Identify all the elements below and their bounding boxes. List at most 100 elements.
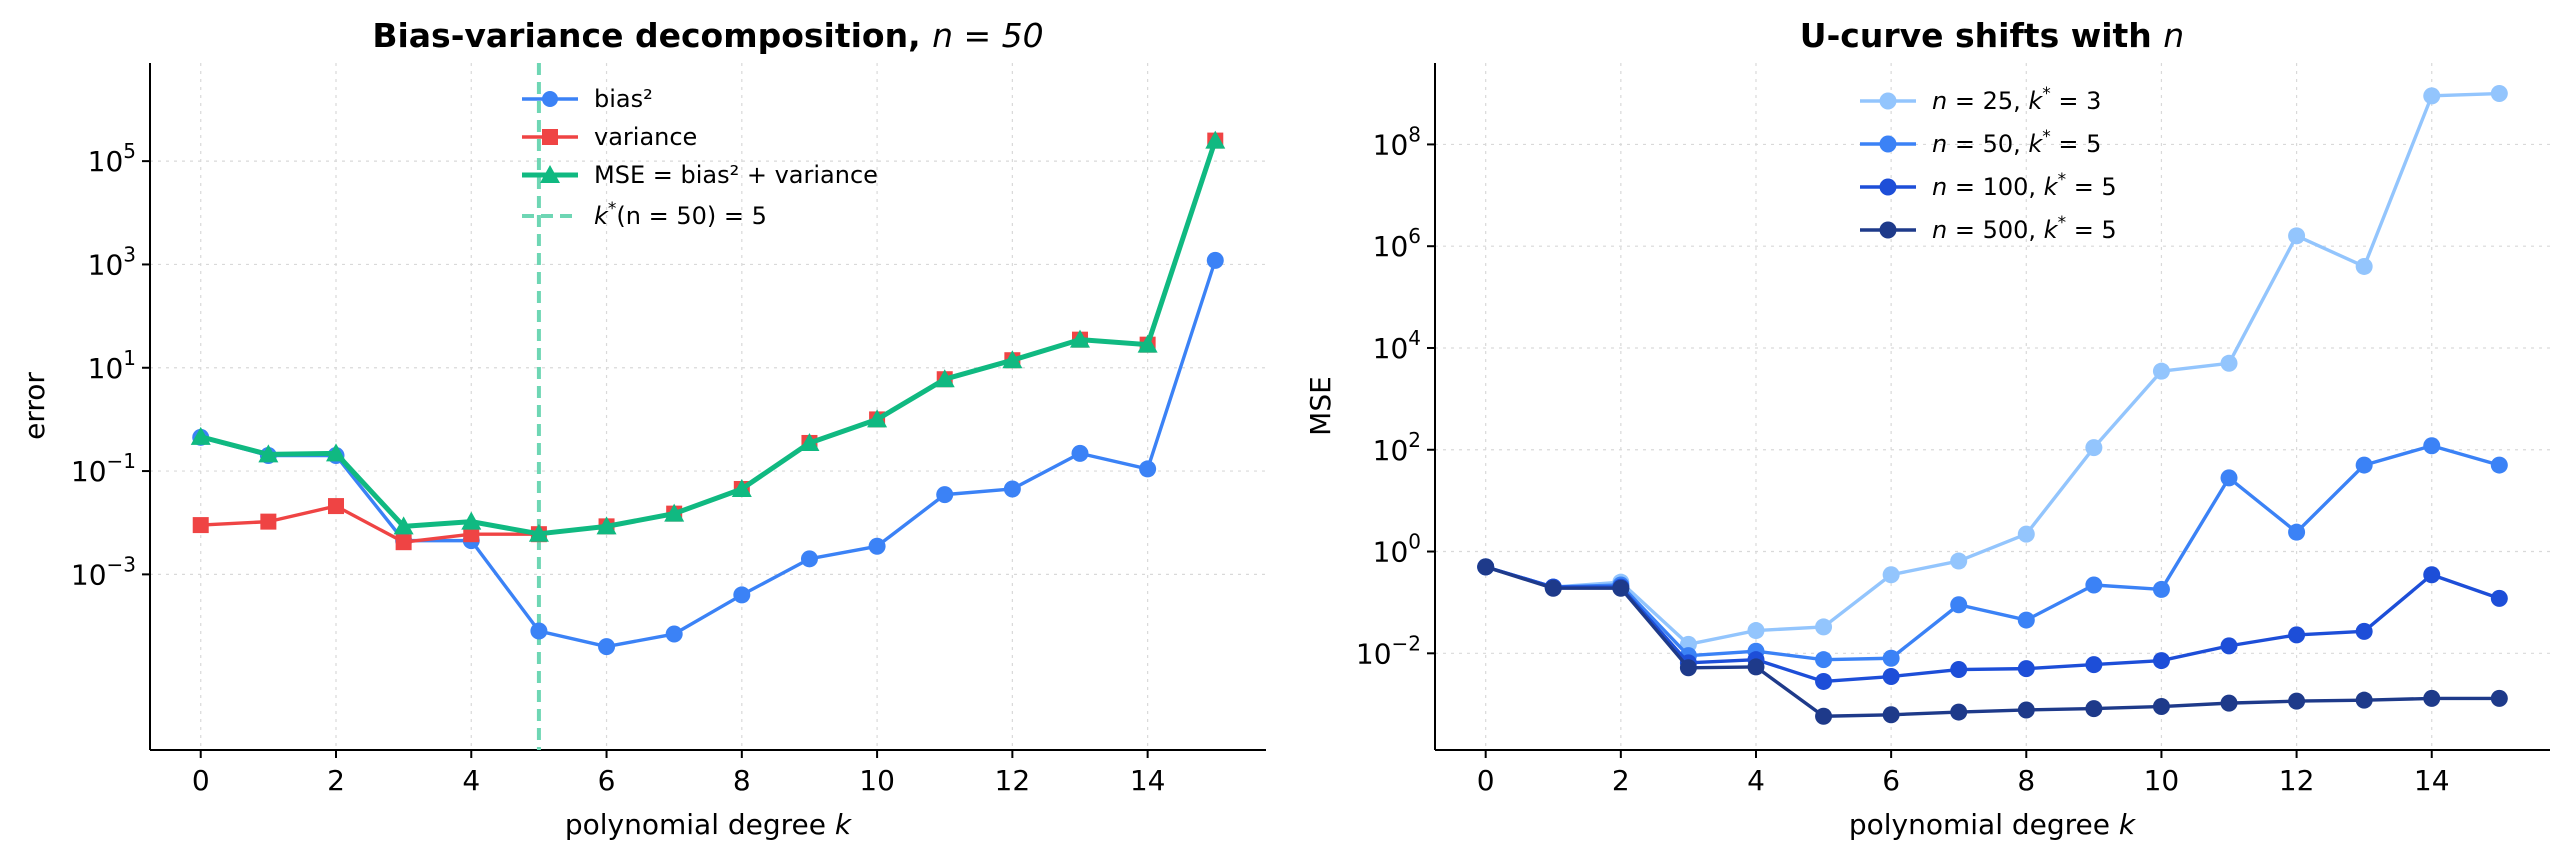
- svg-text:variance: variance: [594, 123, 697, 151]
- x-tick-label: 14: [1130, 764, 1166, 797]
- chart-title: U-curve shifts with n: [1800, 16, 2184, 55]
- data-point: [1612, 579, 1630, 597]
- data-point: [2220, 354, 2238, 372]
- data-point: [1206, 251, 1224, 269]
- data-point: [258, 444, 279, 463]
- legend-entry-optimal-k: k*(n = 50) = 5: [522, 199, 767, 230]
- x-tick-label: 4: [462, 764, 480, 797]
- data-point: [799, 432, 820, 451]
- circle-marker-icon: [1879, 135, 1897, 153]
- data-point: [1747, 622, 1765, 640]
- u-curve-panel: 0 2 4 6 8 10 12 14 10−2 100 102 104 106 108 U-curve …: [1304, 16, 2550, 841]
- data-point: [192, 517, 209, 534]
- data-point: [395, 534, 412, 551]
- svg-text:n = 25, k* = 3: n = 25, k* = 3: [1932, 84, 2101, 115]
- data-point: [1815, 651, 1833, 669]
- data-point: [2152, 698, 2170, 716]
- data-point: [393, 516, 414, 535]
- svg-text:MSE = bias² + variance: MSE = bias² + variance: [594, 161, 878, 189]
- data-point: [2288, 692, 2306, 710]
- data-point: [2355, 691, 2373, 709]
- data-point: [2288, 227, 2306, 245]
- legend-entry: n = 50, k* = 5: [1860, 127, 2101, 158]
- series-line: [1485, 91, 2500, 647]
- data-point: [1747, 658, 1765, 676]
- svg-text:bias²: bias²: [594, 85, 653, 113]
- data-point: [2490, 589, 2508, 607]
- data-point: [2423, 87, 2441, 105]
- grid-lines: [1435, 63, 2550, 750]
- data-point: [528, 523, 549, 542]
- data-point: [260, 513, 277, 530]
- y-tick-labels: 10−3 10−1 101 103 105: [71, 139, 150, 591]
- data-point: [2355, 622, 2373, 640]
- data-point: [1139, 460, 1157, 478]
- data-point: [2085, 576, 2103, 594]
- x-tick-label: 8: [733, 764, 751, 797]
- data-point: [2490, 85, 2508, 103]
- circle-marker-icon: [542, 91, 558, 107]
- data-point: [1882, 706, 1900, 724]
- y-tick-label: 102: [1373, 428, 1421, 467]
- series-line: [1485, 565, 2500, 684]
- circle-marker-icon: [1879, 221, 1897, 239]
- y-tick-label: 103: [88, 242, 136, 281]
- triangle-marker-icon: [540, 165, 560, 183]
- data-point: [2288, 523, 2306, 541]
- data-point: [190, 426, 211, 445]
- data-point: [1477, 558, 1495, 576]
- data-point: [1882, 566, 1900, 584]
- x-axis-label: polynomial degree k: [1849, 808, 2137, 841]
- data-point: [2220, 637, 2238, 655]
- y-tick-label: 10−2: [1356, 631, 1421, 670]
- series-group: [1477, 85, 2508, 725]
- y-tick-label: 104: [1373, 326, 1421, 365]
- data-point: [596, 516, 617, 535]
- x-tick-label: 0: [1477, 764, 1495, 797]
- svg-text:k*(n = 50) = 5: k*(n = 50) = 5: [594, 199, 767, 230]
- data-point: [2220, 694, 2238, 712]
- data-point: [2288, 626, 2306, 644]
- data-point: [936, 486, 954, 504]
- legend: n = 25, k* = 3 n = 50, k* = 5 n = 100, k* …: [1860, 84, 2117, 244]
- data-point: [2085, 700, 2103, 718]
- square-marker-icon: [542, 129, 558, 145]
- data-point: [2017, 701, 2035, 719]
- series-2: [190, 130, 1226, 542]
- legend-entry-variance: variance: [522, 123, 697, 151]
- data-point: [2490, 456, 2508, 474]
- data-point: [2423, 566, 2441, 584]
- x-tick-label: 12: [2279, 764, 2315, 797]
- data-point: [1950, 703, 1968, 721]
- legend-entry: n = 100, k* = 5: [1860, 170, 2117, 201]
- x-tick-label: 4: [1747, 764, 1765, 797]
- y-tick-label: 10−1: [71, 449, 136, 488]
- data-point: [1679, 659, 1697, 677]
- data-point: [2490, 689, 2508, 707]
- data-point: [664, 503, 685, 522]
- data-point: [1071, 444, 1089, 462]
- series-group: [190, 130, 1226, 656]
- legend-entry-bias: bias²: [522, 85, 653, 113]
- data-point: [2355, 257, 2373, 275]
- data-point: [1815, 707, 1833, 725]
- data-point: [1544, 579, 1562, 597]
- y-tick-label: 106: [1373, 224, 1421, 263]
- data-point: [1950, 661, 1968, 679]
- data-point: [733, 586, 751, 604]
- x-tick-label: 2: [1612, 764, 1630, 797]
- bias-variance-panel: 0 2 4 6 8 10 12 14 10−3 10−1 101 103 105 Bias-varia…: [18, 16, 1266, 841]
- x-tick-label: 6: [598, 764, 616, 797]
- x-tick-label: 14: [2414, 764, 2450, 797]
- x-tick-label: 6: [1882, 764, 1900, 797]
- data-point: [665, 625, 683, 643]
- data-point: [1003, 480, 1021, 498]
- legend-entry-mse: MSE = bias² + variance: [522, 161, 878, 189]
- data-point: [2423, 437, 2441, 455]
- data-point: [1002, 350, 1023, 369]
- circle-marker-icon: [1879, 178, 1897, 196]
- data-point: [868, 537, 886, 555]
- data-point: [731, 478, 752, 497]
- series-3: [1477, 558, 2508, 725]
